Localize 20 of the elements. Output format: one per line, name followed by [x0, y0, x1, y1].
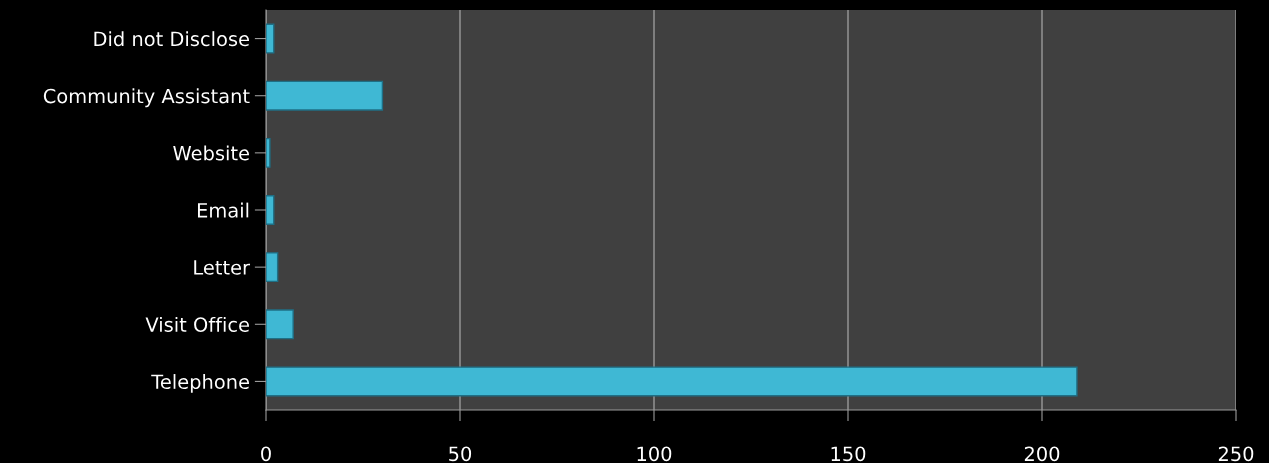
y-tick-label: Did not Disclose [94, 31, 249, 47]
x-tick-label: 0 [261, 446, 271, 462]
y-tick-label: Website [173, 145, 249, 161]
bar [266, 309, 294, 340]
x-tick-label: 250 [1218, 446, 1254, 462]
y-tick-label: Community Assistant [43, 88, 250, 108]
y-tick-label: Email [197, 202, 249, 218]
y-tick-label: Letter [194, 260, 251, 275]
bar [266, 366, 1078, 397]
bar [266, 195, 275, 225]
x-tick-label: 150 [831, 446, 866, 462]
bar [266, 80, 384, 111]
bar [266, 137, 271, 168]
x-tick-label: 200 [1024, 446, 1060, 462]
x-tick-label: 100 [637, 446, 672, 462]
bar [266, 252, 279, 283]
y-tick-label: Visit Office [145, 316, 249, 332]
bar [266, 23, 275, 54]
x-tick-label: 50 [449, 446, 472, 462]
y-tick-label: Telephone [151, 374, 249, 393]
